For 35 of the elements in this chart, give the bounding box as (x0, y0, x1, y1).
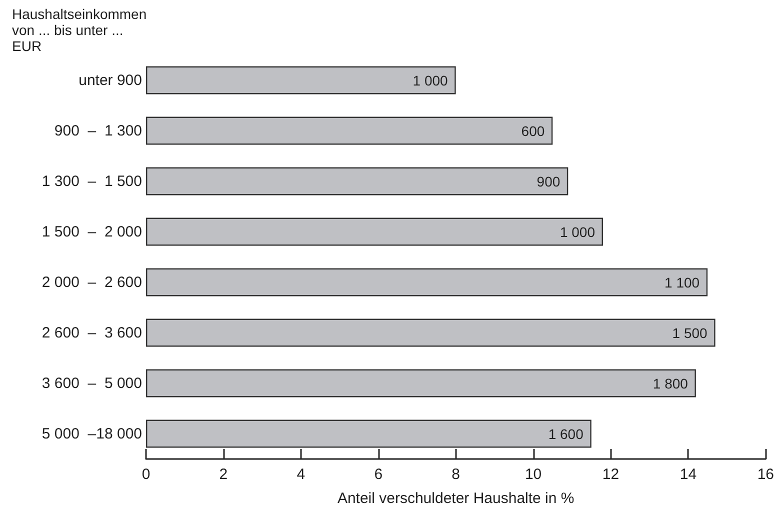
bar (146, 318, 716, 347)
bar (146, 268, 708, 296)
y-tick-label: 3 600 – 5 000 (42, 374, 142, 392)
x-tick-label: 8 (452, 466, 460, 483)
annotation: 900 (536, 173, 560, 190)
x-tick-label: 4 (296, 466, 306, 483)
annotation: 1 600 (548, 426, 584, 442)
y-tick-label: 2 600 – 3 600 (42, 324, 142, 342)
x-axis-title: Anteil verschuldeter Haushalte in % (337, 490, 574, 507)
annotation: 1 000 (412, 72, 448, 88)
x-tick-label: 6 (374, 466, 383, 483)
y-tick-label: unter 900 (78, 72, 142, 89)
x-tick-label: 12 (602, 466, 620, 483)
x-tick-label: 16 (757, 466, 774, 483)
x-tick-label: 2 (219, 466, 228, 483)
y-tick-label: 1 500 – 2 000 (42, 223, 142, 240)
annotation: 1 500 (672, 324, 708, 341)
x-tick-label: 10 (524, 466, 542, 483)
x-tick-label: 14 (680, 466, 697, 483)
y-tick-label: 2 000 – 2 600 (42, 274, 142, 291)
y-tick-label: 1 300 – 1 500 (42, 172, 142, 190)
annotation: 1 000 (560, 224, 596, 240)
bar (146, 420, 592, 448)
y-tick-label: 5 000 –18 000 (42, 425, 142, 442)
bar (146, 369, 696, 398)
bar (146, 167, 568, 196)
bar (146, 66, 456, 94)
annotation: 1 800 (652, 375, 688, 392)
bar (146, 116, 553, 145)
y-axis-title: Haushaltseinkommen von ... bis unter ... EUR (12, 6, 147, 54)
y-tick-label: 900 – 1 300 (54, 122, 142, 140)
annotation: 1 100 (664, 274, 700, 290)
annotation: 600 (521, 122, 545, 139)
bar (146, 218, 603, 246)
x-tick-label: 0 (142, 466, 150, 483)
